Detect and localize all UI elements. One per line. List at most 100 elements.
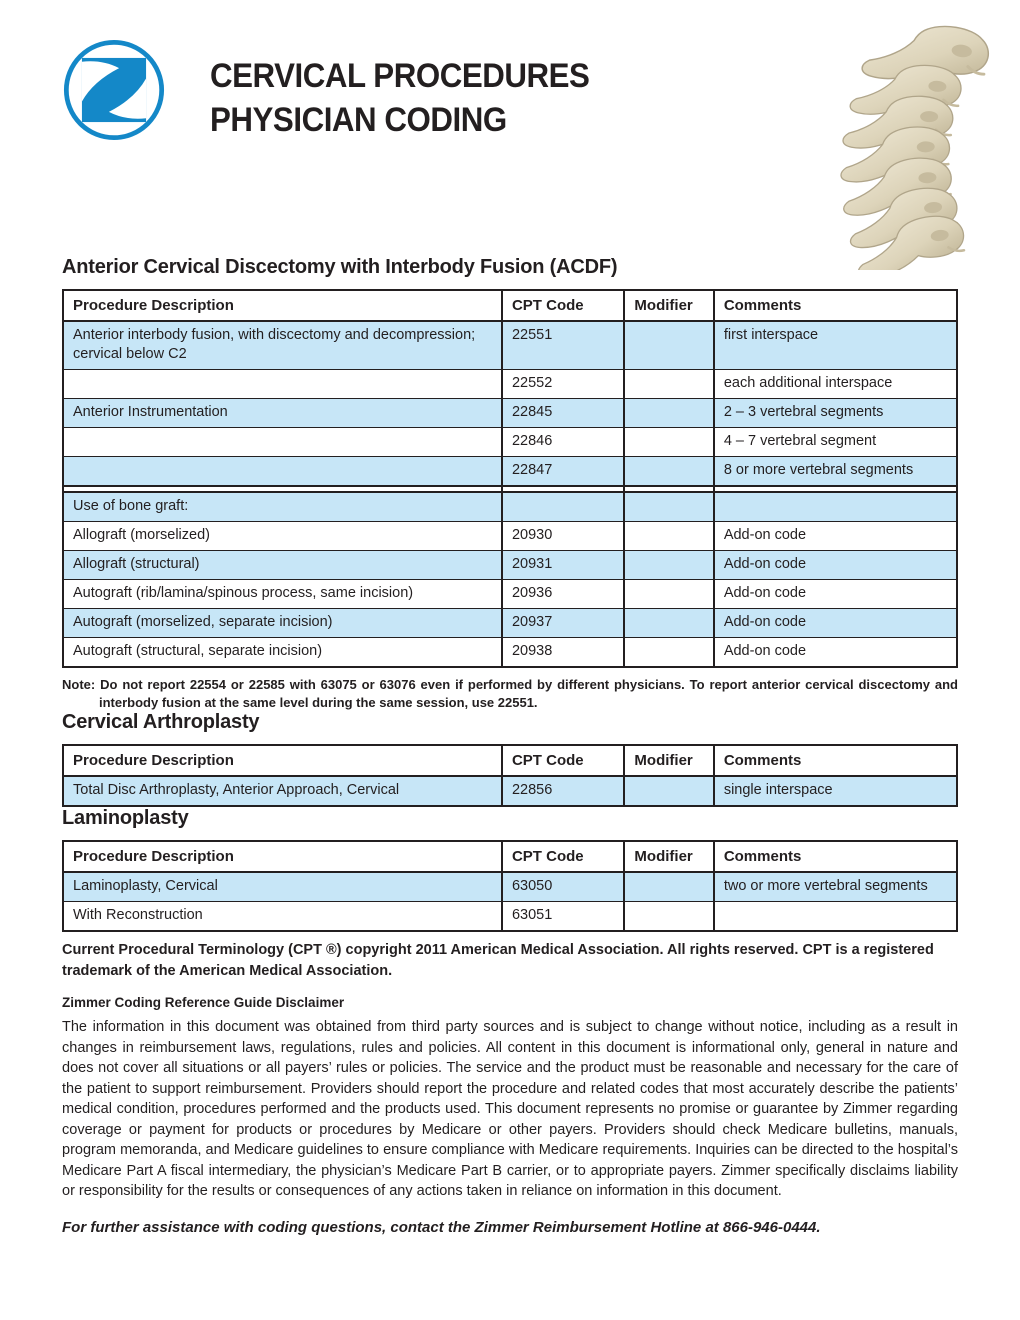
cell-cpt-code: 20930 xyxy=(500,521,625,551)
cell-modifier xyxy=(623,398,714,428)
cell-modifier xyxy=(623,901,714,931)
cell-cpt-code xyxy=(500,491,625,522)
cell-comments: Add-on code xyxy=(712,608,957,638)
cell-procedure-description: Autograft (rib/lamina/spinous process, s… xyxy=(62,579,502,609)
cell-comments xyxy=(712,901,957,931)
cell-modifier xyxy=(623,871,714,902)
cell-comments: single interspace xyxy=(712,775,957,806)
table-row: 22846 4 – 7 vertebral segment xyxy=(62,427,957,457)
table-row: Autograft (rib/lamina/spinous process, s… xyxy=(62,579,957,609)
page-title-line2: PHYSICIAN CODING xyxy=(210,101,507,139)
cell-modifier xyxy=(623,521,714,551)
cell-modifier xyxy=(623,775,714,806)
cell-cpt-code: 22856 xyxy=(500,775,625,806)
cell-comments: two or more vertebral segments xyxy=(712,871,957,902)
cell-procedure-description xyxy=(62,369,502,399)
table-row: Autograft (structural, separate incision… xyxy=(62,637,957,667)
cell-comments: Add-on code xyxy=(712,521,957,551)
cell-procedure-description: Anterior Instrumentation xyxy=(62,398,502,428)
cell-procedure-description: Use of bone graft: xyxy=(62,491,502,522)
cell-comments xyxy=(712,491,957,522)
cell-comments: Add-on code xyxy=(712,550,957,580)
table-row: Anterior Instrumentation 22845 2 – 3 ver… xyxy=(62,398,957,428)
cervical-arthroplasty-table: Procedure Description CPT Code Modifier … xyxy=(62,744,958,807)
page-title-line1: CERVICAL PROCEDURES xyxy=(210,57,590,95)
table-row: Allograft (structural) 20931 Add-on code xyxy=(62,550,957,580)
cell-cpt-code: 20937 xyxy=(500,608,625,638)
note-label: Note: xyxy=(62,677,96,692)
cell-modifier xyxy=(623,637,714,667)
cell-procedure-description: With Reconstruction xyxy=(62,901,502,931)
cell-cpt-code: 22551 xyxy=(500,320,625,370)
table-spacer-row xyxy=(62,485,957,492)
acdf-table: Procedure Description CPT Code Modifier … xyxy=(62,289,958,668)
cell-procedure-description: Laminoplasty, Cervical xyxy=(62,871,502,902)
cell-modifier xyxy=(623,608,714,638)
cell-modifier xyxy=(623,550,714,580)
cell-modifier xyxy=(623,491,714,522)
cell-cpt-code: 63050 xyxy=(500,871,625,902)
section-heading-laminoplasty: Laminoplasty xyxy=(62,807,189,829)
cell-modifier xyxy=(623,456,714,486)
table-row: Anterior interbody fusion, with discecto… xyxy=(62,320,957,370)
col-cpt-code: CPT Code xyxy=(500,744,625,777)
cell-comments: 4 – 7 vertebral segment xyxy=(712,427,957,457)
cell-procedure-description xyxy=(62,456,502,486)
col-procedure-description: Procedure Description xyxy=(62,744,502,777)
cell-cpt-code: 63051 xyxy=(500,901,625,931)
cell-comments: 8 or more vertebral segments xyxy=(712,456,957,486)
disclaimer-body: The information in this document was obt… xyxy=(62,1019,958,1199)
table-row: Laminoplasty, Cervical 63050 two or more… xyxy=(62,871,957,902)
page-title: CERVICAL PROCEDURES PHYSICIAN CODING xyxy=(210,54,590,142)
table-header-row: Procedure Description CPT Code Modifier … xyxy=(62,289,957,322)
reimbursement-hotline-text: For further assistance with coding quest… xyxy=(62,1218,821,1236)
zimmer-logo-icon xyxy=(63,39,165,141)
col-modifier: Modifier xyxy=(623,840,714,873)
cell-cpt-code: 22846 xyxy=(500,427,625,457)
laminoplasty-table: Procedure Description CPT Code Modifier … xyxy=(62,840,958,932)
document-header: CERVICAL PROCEDURES PHYSICIAN CODING xyxy=(62,0,993,270)
col-modifier: Modifier xyxy=(623,289,714,322)
cell-cpt-code: 20936 xyxy=(500,579,625,609)
cell-modifier xyxy=(623,427,714,457)
cell-procedure-description: Anterior interbody fusion, with discecto… xyxy=(62,320,502,370)
cervical-spine-image xyxy=(838,22,993,270)
cell-procedure-description xyxy=(62,427,502,457)
cell-cpt-code: 22845 xyxy=(500,398,625,428)
cell-comments: each additional interspace xyxy=(712,369,957,399)
col-cpt-code: CPT Code xyxy=(500,840,625,873)
cell-comments: first interspace xyxy=(712,320,957,370)
cell-comments: 2 – 3 vertebral segments xyxy=(712,398,957,428)
table-header-row: Procedure Description CPT Code Modifier … xyxy=(62,744,957,777)
col-cpt-code: CPT Code xyxy=(500,289,625,322)
table-header-row: Procedure Description CPT Code Modifier … xyxy=(62,840,957,873)
table-row: Use of bone graft: xyxy=(62,491,957,522)
col-comments: Comments xyxy=(712,840,957,873)
cell-comments: Add-on code xyxy=(712,579,957,609)
cell-cpt-code: 22552 xyxy=(500,369,625,399)
note-text: Do not report 22554 or 22585 with 63075 … xyxy=(99,677,958,710)
col-procedure-description: Procedure Description xyxy=(62,289,502,322)
cell-cpt-code: 20938 xyxy=(500,637,625,667)
col-comments: Comments xyxy=(712,744,957,777)
cell-cpt-code: 20931 xyxy=(500,550,625,580)
cell-procedure-description: Allograft (structural) xyxy=(62,550,502,580)
table-row: Total Disc Arthroplasty, Anterior Approa… xyxy=(62,775,957,806)
table-row: 22847 8 or more vertebral segments xyxy=(62,456,957,486)
cpt-copyright-text: Current Procedural Terminology (CPT ®) c… xyxy=(62,942,934,979)
table-row: Allograft (morselized) 20930 Add-on code xyxy=(62,521,957,551)
cell-procedure-description: Total Disc Arthroplasty, Anterior Approa… xyxy=(62,775,502,806)
cell-modifier xyxy=(623,369,714,399)
cell-comments: Add-on code xyxy=(712,637,957,667)
col-procedure-description: Procedure Description xyxy=(62,840,502,873)
table-row: With Reconstruction 63051 xyxy=(62,901,957,931)
col-comments: Comments xyxy=(712,289,957,322)
section-heading-cervical-arthroplasty: Cervical Arthroplasty xyxy=(62,711,260,733)
table-row: Autograft (morselized, separate incision… xyxy=(62,608,957,638)
cell-procedure-description: Autograft (structural, separate incision… xyxy=(62,637,502,667)
cell-modifier xyxy=(623,320,714,370)
cell-procedure-description: Autograft (morselized, separate incision… xyxy=(62,608,502,638)
cell-modifier xyxy=(623,579,714,609)
section-heading-acdf: Anterior Cervical Discectomy with Interb… xyxy=(62,256,618,278)
